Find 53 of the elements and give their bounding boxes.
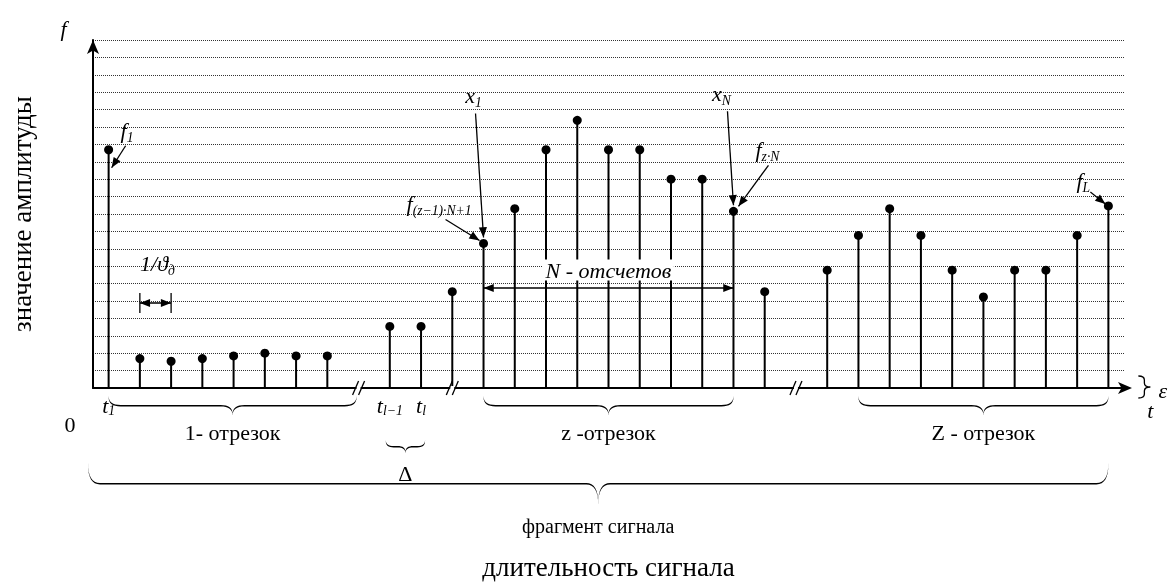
- text: f⃗: [60, 15, 84, 41]
- annotation: N - отсчетов: [544, 257, 672, 283]
- x-tick-label: tl: [416, 393, 427, 419]
- annotation: f$_{(z−1)·N+1}$: [406, 190, 472, 220]
- point: [916, 230, 926, 240]
- point: [635, 145, 645, 155]
- point: [479, 238, 489, 248]
- text: 0: [64, 411, 76, 437]
- text: Δ: [398, 460, 413, 486]
- text: t: [1147, 397, 1155, 423]
- text: x$_{N}$: [711, 80, 732, 109]
- point: [604, 145, 613, 155]
- point: [697, 174, 707, 184]
- point: [447, 287, 457, 297]
- text: x$_{1}$: [464, 82, 482, 111]
- point: [1072, 230, 1082, 240]
- x-tick-label: tl−1: [376, 393, 403, 419]
- point: [260, 348, 270, 358]
- point: [1103, 201, 1113, 211]
- point: [978, 292, 988, 302]
- x-tick-label: t1: [102, 393, 116, 419]
- point: [291, 351, 301, 361]
- point: [947, 265, 957, 275]
- point: [822, 265, 832, 275]
- annotation: f$_{L}$: [1076, 167, 1091, 195]
- point: [416, 321, 426, 331]
- point: [385, 321, 395, 331]
- point: [322, 351, 332, 361]
- point: [135, 354, 145, 364]
- point: [104, 145, 114, 155]
- annotation: 1/ϑ$_{д}$: [140, 250, 175, 278]
- annotation: f$_{z·N}$: [755, 136, 781, 165]
- point: [1010, 265, 1020, 275]
- point: [541, 145, 551, 155]
- text: фрагмент сигнала: [522, 515, 675, 538]
- point: [666, 174, 676, 184]
- point: [229, 351, 239, 361]
- y-axis-title: значение амплитуды: [6, 96, 37, 332]
- annotation: f$_{1}$: [120, 117, 134, 145]
- text: Z - отрезок: [931, 419, 1036, 445]
- x-axis-title: длительность сигнала: [482, 551, 735, 582]
- point: [197, 354, 207, 364]
- point: [1041, 265, 1051, 275]
- text: 1- отрезок: [184, 419, 281, 445]
- text: z -отрезок: [561, 419, 657, 445]
- point: [510, 204, 520, 214]
- point: [760, 287, 770, 297]
- point: [572, 115, 582, 125]
- point: [728, 206, 738, 216]
- point: [166, 356, 176, 366]
- point: [885, 204, 895, 214]
- text: ε: [1158, 377, 1168, 403]
- point: [853, 230, 863, 240]
